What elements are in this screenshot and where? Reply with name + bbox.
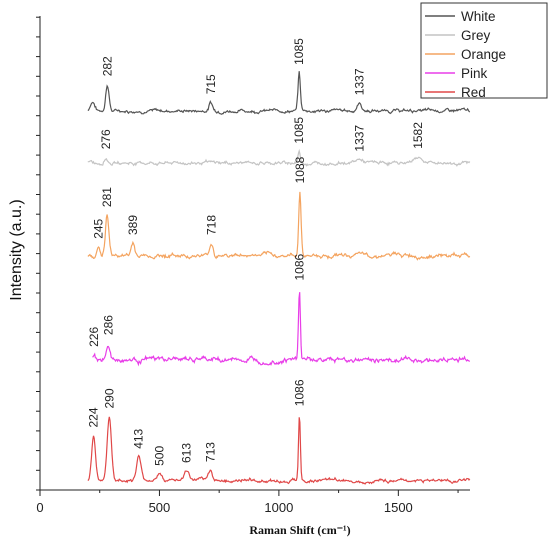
- x-tick-label: 1500: [384, 500, 413, 515]
- legend-label: Grey: [461, 28, 491, 43]
- peak-label: 290: [102, 388, 116, 408]
- legend-box: [420, 2, 548, 99]
- x-tick-label: 1000: [264, 500, 293, 515]
- peak-label: 413: [132, 428, 146, 448]
- peak-labels: 282 715 1085 1337 276 1085 1337 1582 245 281 389 71…: [87, 38, 425, 466]
- series-line-grey: [87, 148, 471, 167]
- y-axis-label: Intensity (a.u.): [8, 199, 25, 300]
- x-tick-label: 500: [149, 500, 171, 515]
- peak-label: 389: [126, 215, 140, 235]
- legend-label: Orange: [461, 47, 506, 62]
- spectra-traces: [87, 71, 471, 485]
- peak-label: 276: [99, 129, 113, 149]
- peak-label: 713: [203, 442, 217, 462]
- peak-label: 245: [92, 218, 106, 238]
- legend-label: Pink: [461, 66, 488, 81]
- peak-label: 718: [205, 215, 219, 235]
- peak-label: 224: [87, 407, 101, 427]
- peak-label: 226: [87, 327, 101, 347]
- peak-label: 281: [100, 187, 114, 207]
- peak-label: 1086: [292, 253, 306, 280]
- peak-label: 715: [204, 74, 218, 94]
- peak-label: 1337: [352, 125, 366, 152]
- series-line-white: [87, 71, 471, 115]
- peak-label: 1086: [292, 379, 306, 406]
- series-line-orange: [87, 191, 471, 261]
- peak-label: 1088: [293, 156, 307, 183]
- peak-label: 1582: [411, 122, 425, 149]
- legend-label: White: [461, 9, 496, 24]
- series-line-red: [87, 416, 471, 485]
- x-axis-label: Raman Shift (cm⁻¹): [249, 523, 350, 537]
- peak-label: 1085: [292, 117, 306, 144]
- x-tick-label: 0: [36, 500, 43, 515]
- legend: White Grey Orange Pink Red: [420, 2, 548, 100]
- peak-label: 613: [179, 443, 193, 463]
- peak-label: 1085: [292, 38, 306, 65]
- x-axis-ticks: 0 500 1000 1500: [36, 490, 459, 515]
- axes: 0 500 1000 1500: [36, 16, 470, 515]
- legend-label: Red: [461, 85, 486, 100]
- series-line-pink: [92, 292, 471, 367]
- y-axis-ticks: [36, 16, 40, 491]
- peak-label: 282: [100, 56, 114, 76]
- peak-label: 500: [152, 446, 166, 466]
- peak-label: 286: [101, 315, 115, 335]
- peak-label: 1337: [352, 68, 366, 95]
